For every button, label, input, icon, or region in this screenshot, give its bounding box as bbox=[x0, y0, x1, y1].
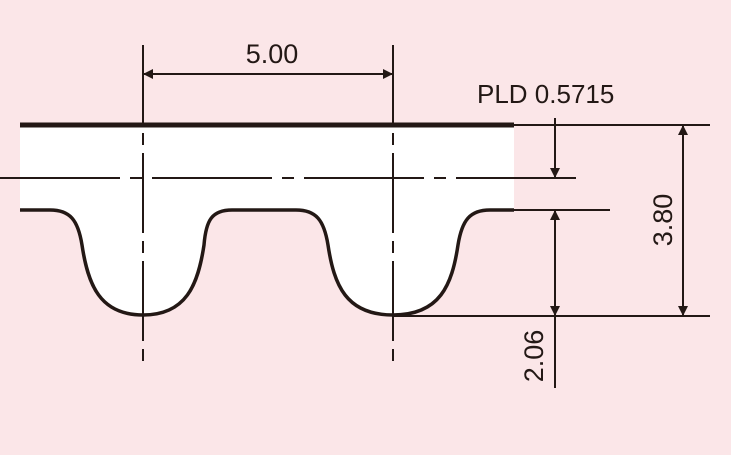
tooth-outline bbox=[20, 208, 514, 317]
total-height-label: 3.80 bbox=[648, 194, 678, 247]
tooth-height-label: 2.06 bbox=[519, 330, 549, 383]
pld-label: PLD 0.5715 bbox=[477, 79, 614, 109]
pitch-label: 5.00 bbox=[246, 39, 299, 69]
